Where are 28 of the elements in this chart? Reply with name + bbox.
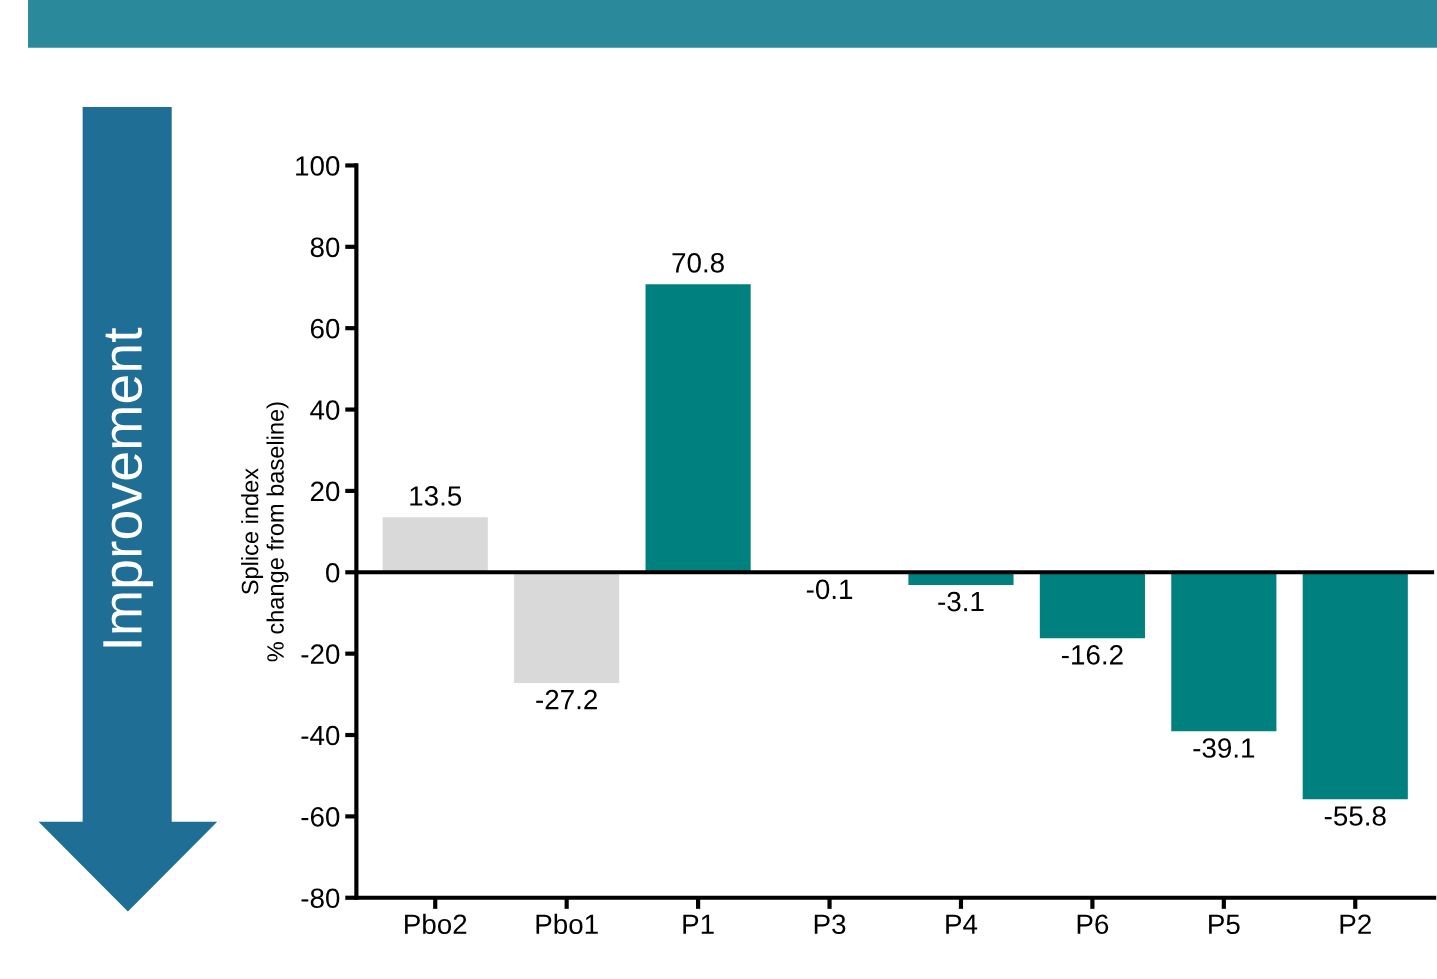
text: Improvement (103, 327, 154, 647)
y-tick-label: 20 (310, 481, 340, 502)
y-tick-label: 40 (310, 400, 340, 420)
data-label: -27.2 (536, 689, 597, 710)
y-tick-label: 60 (310, 318, 340, 339)
x-tick-label: P6 (1077, 914, 1109, 935)
data-label: -3.1 (938, 591, 984, 612)
x-tick-label: Pbo1 (536, 913, 598, 935)
x-tick-label: P4 (946, 914, 978, 934)
x-tick-label: P2 (1340, 914, 1371, 934)
y-tick-label: 0 (326, 562, 340, 583)
data-label: 70.8 (672, 252, 724, 273)
y-tick-label: 80 (310, 237, 340, 258)
data-label: -39.1 (1193, 738, 1255, 758)
y-tick-label: -20 (301, 644, 340, 664)
x-tick-label: P3 (814, 914, 846, 935)
x-tick-label: P1 (683, 914, 714, 934)
y-axis-title: Splice index % change from baseline) (241, 402, 289, 662)
x-tick-label: Pbo2 (405, 913, 467, 935)
data-label: 13.5 (410, 486, 462, 506)
x-tick-label: P5 (1209, 914, 1240, 935)
y-tick-label: -80 (301, 888, 340, 909)
data-label: -55.8 (1324, 806, 1386, 826)
y-tick-label: -60 (301, 807, 340, 827)
y-tick-label: -40 (301, 725, 340, 746)
data-label: -16.2 (1061, 645, 1123, 665)
y-tick-label: 100 (296, 156, 340, 176)
data-label: -0.1 (806, 579, 853, 600)
